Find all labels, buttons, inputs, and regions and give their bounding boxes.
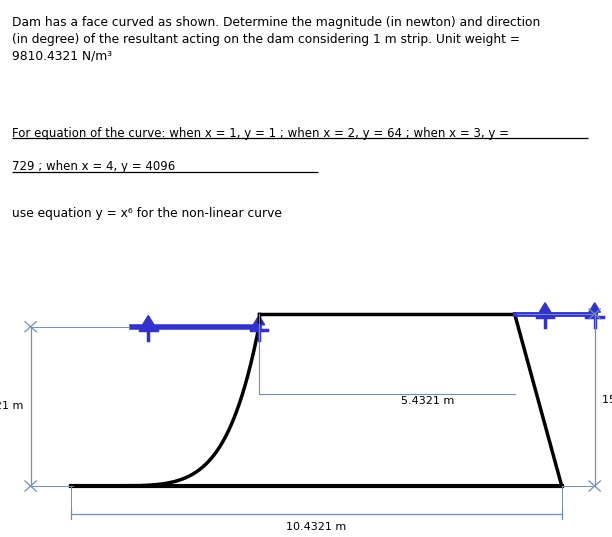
Text: 15.4321 m: 15.4321 m — [602, 395, 612, 405]
Polygon shape — [539, 303, 551, 312]
Polygon shape — [253, 316, 264, 325]
Polygon shape — [589, 303, 600, 312]
Polygon shape — [143, 316, 154, 325]
Text: 729 ; when x = 4, y = 4096: 729 ; when x = 4, y = 4096 — [12, 160, 176, 173]
Text: 5.4321 m: 5.4321 m — [401, 396, 454, 406]
Text: Dam has a face curved as shown. Determine the magnitude (in newton) and directio: Dam has a face curved as shown. Determin… — [12, 16, 540, 63]
Text: 10.4321 m: 10.4321 m — [286, 522, 346, 532]
Text: For equation of the curve: when x = 1, y = 1 ; when x = 2, y = 64 ; when x = 3, : For equation of the curve: when x = 1, y… — [12, 127, 509, 140]
Text: use equation y = x⁶ for the non-linear curve: use equation y = x⁶ for the non-linear c… — [12, 207, 282, 220]
Text: 12.4321 m: 12.4321 m — [0, 401, 23, 411]
